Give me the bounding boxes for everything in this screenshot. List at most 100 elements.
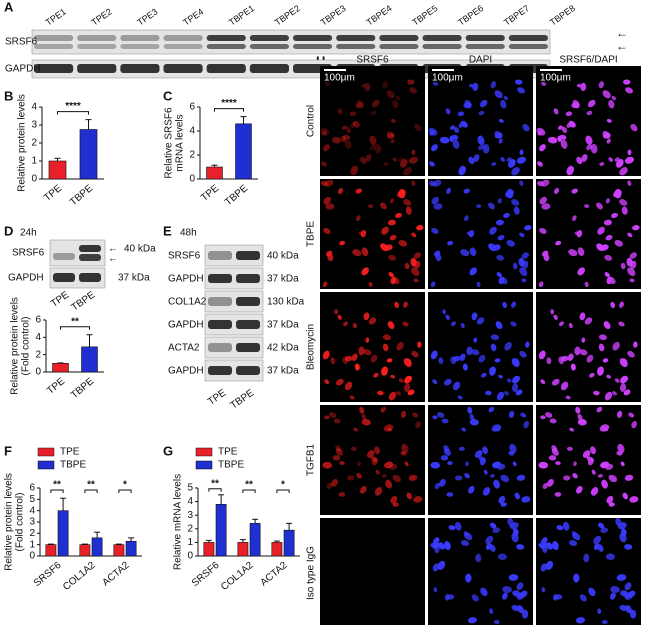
nucleus xyxy=(363,312,370,321)
nucleus xyxy=(390,118,396,123)
nucleus xyxy=(433,537,440,545)
y-tick-label: 3 xyxy=(31,120,37,131)
nucleus xyxy=(601,619,608,625)
y-tick-label: 4 xyxy=(35,332,41,343)
row-label: SRSF6 xyxy=(12,248,45,259)
nucleus xyxy=(553,108,559,115)
nucleus xyxy=(596,406,603,413)
nucleus xyxy=(360,485,367,494)
nucleus xyxy=(382,343,389,352)
x-tick-label: TPE xyxy=(45,376,67,397)
nucleus xyxy=(565,395,571,400)
blot-band xyxy=(120,44,160,49)
nucleus xyxy=(539,227,547,234)
nucleus xyxy=(545,412,553,418)
nucleus xyxy=(398,378,404,383)
nucleus xyxy=(432,81,439,86)
nucleus xyxy=(608,502,615,507)
nucleus xyxy=(377,390,384,396)
y-tick-label: 0 xyxy=(187,551,193,562)
nucleus xyxy=(324,379,330,385)
nucleus xyxy=(619,167,628,176)
panel-label: E xyxy=(163,223,172,238)
blot-band xyxy=(249,44,289,49)
y-axis-label: (Fold control) xyxy=(15,493,26,552)
legend-swatch xyxy=(37,460,55,470)
x-tick-label: TBPE xyxy=(69,376,96,401)
bar xyxy=(125,540,137,557)
y-tick-label: 6 xyxy=(29,483,35,494)
nucleus xyxy=(540,379,546,385)
nucleus xyxy=(597,367,603,372)
nucleus xyxy=(355,188,362,194)
nucleus xyxy=(430,350,438,360)
nucleus xyxy=(405,206,412,215)
nucleus xyxy=(449,125,455,130)
nucleus xyxy=(490,371,495,376)
nucleus xyxy=(598,371,603,376)
y-tick-label: 2 xyxy=(187,523,193,534)
nucleus xyxy=(495,427,501,432)
nucleus xyxy=(483,469,488,475)
nucleus xyxy=(521,609,529,619)
nucleus xyxy=(356,215,361,222)
nucleus xyxy=(498,118,504,123)
nucleus xyxy=(411,232,417,238)
blot-band xyxy=(208,343,232,352)
nucleus xyxy=(593,390,600,396)
blot-band xyxy=(422,35,462,41)
row-label: GAPDH xyxy=(8,273,44,284)
nucleus xyxy=(584,281,589,288)
nucleus xyxy=(494,358,501,363)
nucleus xyxy=(350,446,357,451)
nucleus xyxy=(428,127,438,136)
y-axis-label: Relative mRNA levels xyxy=(173,474,184,570)
nucleus xyxy=(569,427,575,432)
blot-band xyxy=(236,274,260,283)
nucleus xyxy=(488,202,495,210)
nucleus xyxy=(468,485,475,494)
nucleus xyxy=(525,341,530,348)
nucleus xyxy=(519,180,524,186)
nucleus xyxy=(469,267,477,276)
significance-label: **** xyxy=(65,101,81,112)
nucleus xyxy=(392,99,399,109)
nucleus xyxy=(593,543,600,551)
bar xyxy=(283,529,295,557)
nucleus xyxy=(341,125,347,130)
nucleus xyxy=(441,418,449,424)
x-tick-label: COL1A2 xyxy=(219,560,256,593)
nucleus xyxy=(557,135,562,142)
nucleus xyxy=(547,478,554,487)
nucleus xyxy=(482,143,490,154)
bar xyxy=(79,544,91,557)
nucleus xyxy=(439,136,450,144)
nucleus xyxy=(581,337,586,343)
nucleus xyxy=(538,461,549,469)
nucleus xyxy=(572,473,578,479)
nucleus xyxy=(407,389,415,396)
nucleus xyxy=(554,594,563,600)
nucleus xyxy=(511,167,520,176)
nucleus xyxy=(382,334,391,341)
panel-label: B xyxy=(4,88,13,103)
nucleus xyxy=(511,358,520,368)
nucleus xyxy=(627,267,636,277)
panel-label: C xyxy=(163,88,173,103)
nucleus xyxy=(463,102,472,109)
nucleus xyxy=(589,372,595,378)
micrograph xyxy=(536,517,641,625)
nucleus xyxy=(404,262,410,270)
nucleus xyxy=(503,212,510,219)
nucleus xyxy=(586,354,594,363)
nucleus xyxy=(381,367,387,372)
blot-band xyxy=(508,44,548,49)
arrow: ← xyxy=(108,254,118,265)
nucleus xyxy=(569,540,578,547)
nucleus xyxy=(399,158,408,168)
nucleus xyxy=(467,406,473,414)
nucleus xyxy=(322,281,328,288)
blot-band xyxy=(53,273,75,282)
nucleus xyxy=(516,474,526,481)
nucleus xyxy=(404,461,409,467)
